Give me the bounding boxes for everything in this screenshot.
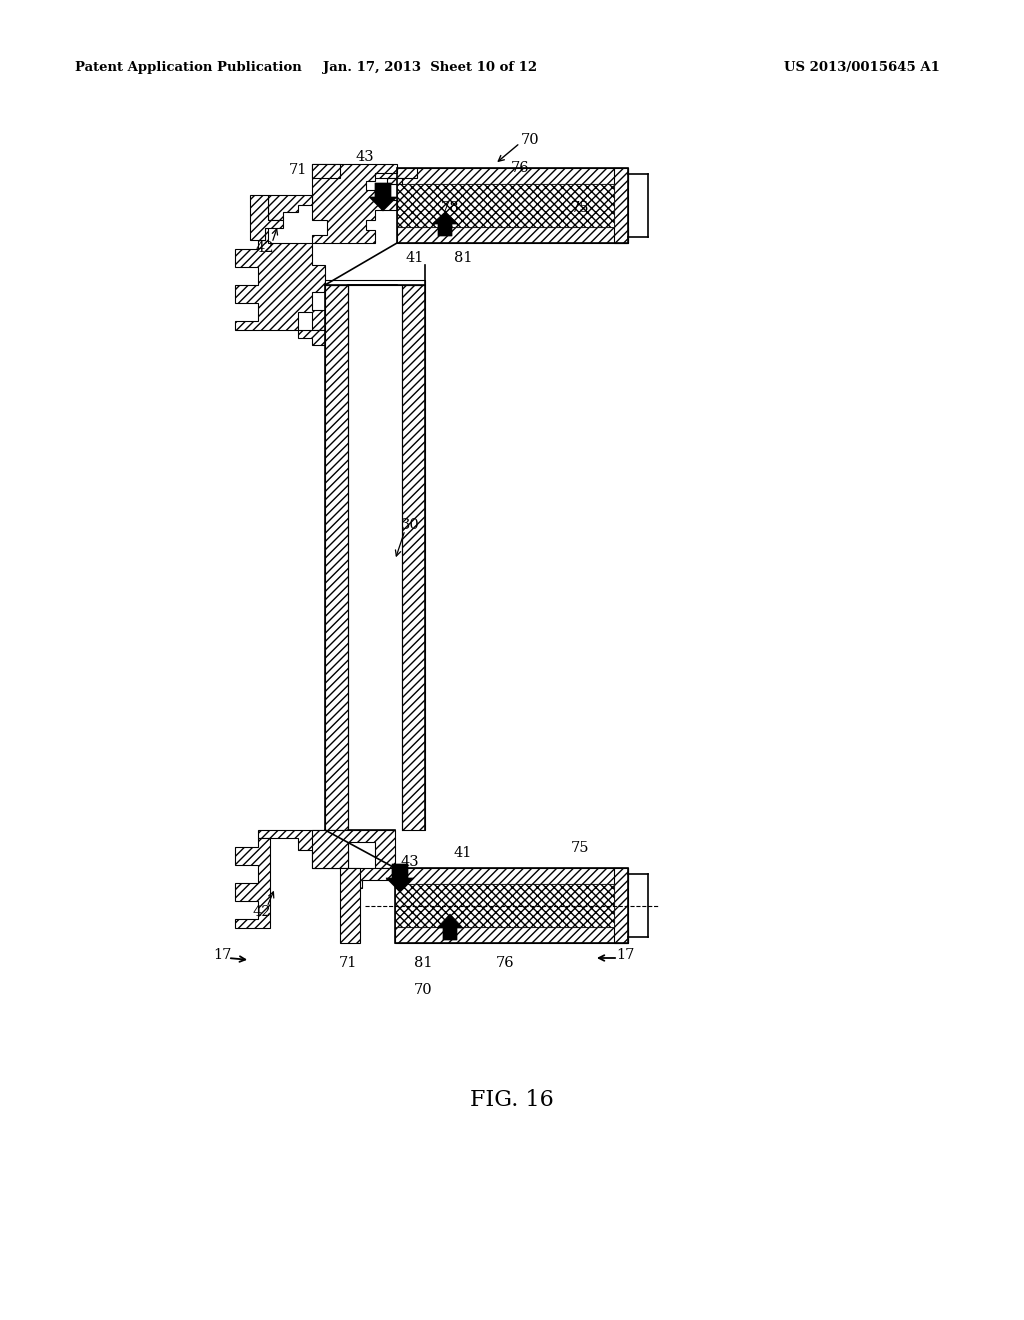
Polygon shape	[402, 285, 425, 830]
Text: 75: 75	[570, 841, 589, 855]
Text: 41: 41	[406, 251, 424, 265]
Text: Jan. 17, 2013  Sheet 10 of 12: Jan. 17, 2013 Sheet 10 of 12	[323, 62, 537, 74]
Text: FIG. 16: FIG. 16	[470, 1089, 554, 1111]
Polygon shape	[298, 330, 348, 345]
Polygon shape	[250, 195, 283, 240]
Polygon shape	[312, 164, 340, 178]
Text: Patent Application Publication: Patent Application Publication	[75, 62, 302, 74]
Text: 41: 41	[454, 846, 472, 861]
Polygon shape	[312, 164, 397, 243]
Polygon shape	[395, 884, 614, 927]
Polygon shape	[258, 830, 348, 869]
Polygon shape	[614, 869, 628, 942]
Polygon shape	[369, 168, 417, 178]
Polygon shape	[395, 927, 628, 942]
Polygon shape	[325, 280, 425, 285]
Polygon shape	[386, 865, 414, 892]
Text: 81: 81	[414, 956, 432, 970]
Polygon shape	[312, 830, 395, 869]
Polygon shape	[437, 913, 463, 940]
Text: 42: 42	[256, 242, 274, 255]
Text: 81: 81	[454, 251, 472, 265]
Polygon shape	[397, 227, 628, 243]
Polygon shape	[614, 168, 628, 243]
Polygon shape	[369, 183, 397, 211]
Text: 17: 17	[213, 948, 231, 962]
Polygon shape	[395, 869, 628, 884]
Polygon shape	[397, 183, 614, 227]
Text: 70: 70	[520, 133, 540, 147]
Text: 76: 76	[496, 956, 514, 970]
Polygon shape	[432, 213, 458, 236]
Text: 76: 76	[511, 161, 529, 176]
Polygon shape	[348, 869, 395, 888]
Polygon shape	[234, 228, 348, 330]
Polygon shape	[234, 838, 270, 928]
Polygon shape	[387, 178, 402, 183]
Text: 70: 70	[414, 983, 432, 997]
Text: 71: 71	[289, 162, 307, 177]
Polygon shape	[268, 195, 312, 220]
Text: 42: 42	[253, 906, 271, 919]
Text: 43: 43	[400, 855, 419, 869]
Text: US 2013/0015645 A1: US 2013/0015645 A1	[784, 62, 940, 74]
Text: 43: 43	[355, 150, 375, 164]
Text: 71: 71	[339, 956, 357, 970]
Polygon shape	[397, 168, 628, 183]
Polygon shape	[340, 869, 360, 942]
Text: 30: 30	[400, 517, 420, 532]
Text: 75: 75	[570, 201, 589, 215]
Polygon shape	[325, 285, 348, 830]
Text: 78: 78	[440, 201, 460, 215]
Text: 17: 17	[615, 948, 634, 962]
